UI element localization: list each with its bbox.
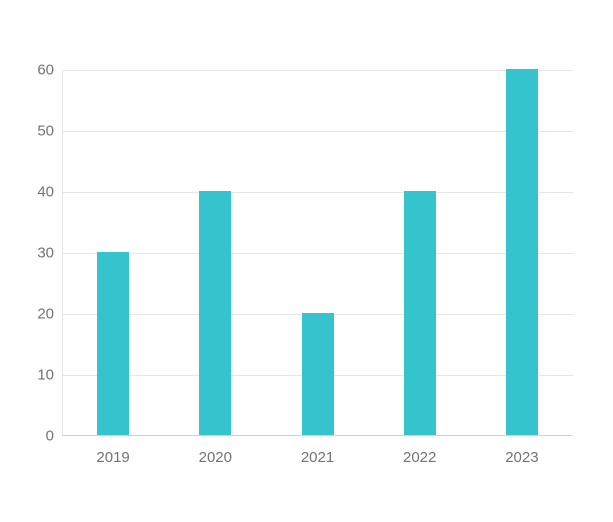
y-tick-label: 10 [37, 366, 54, 384]
gridline-y-30 [62, 253, 573, 254]
bar-2022[interactable] [403, 191, 436, 435]
y-tick-label: 50 [37, 122, 54, 140]
bar-2020[interactable] [199, 191, 232, 435]
plot-area [62, 69, 573, 436]
gridline-y-40 [62, 192, 573, 193]
x-axis-line [62, 435, 573, 436]
y-tick-label: 60 [37, 61, 54, 79]
y-tick-label: 0 [45, 427, 54, 445]
y-tick-label: 30 [37, 244, 54, 262]
gridline-y-50 [62, 131, 573, 132]
bar-2023[interactable] [505, 69, 538, 435]
bar-2019[interactable] [97, 252, 130, 435]
x-tick-label: 2021 [300, 449, 335, 466]
y-tick-label: 40 [37, 183, 54, 201]
bar-2021[interactable] [301, 313, 334, 435]
x-tick-label: 2023 [505, 449, 539, 466]
y-tick-label: 20 [37, 305, 54, 323]
x-tick-label: 2022 [403, 449, 437, 466]
gridline-y-60 [62, 70, 573, 71]
x-tick-label: 2020 [198, 449, 232, 466]
x-tick-label: 2019 [96, 449, 130, 466]
